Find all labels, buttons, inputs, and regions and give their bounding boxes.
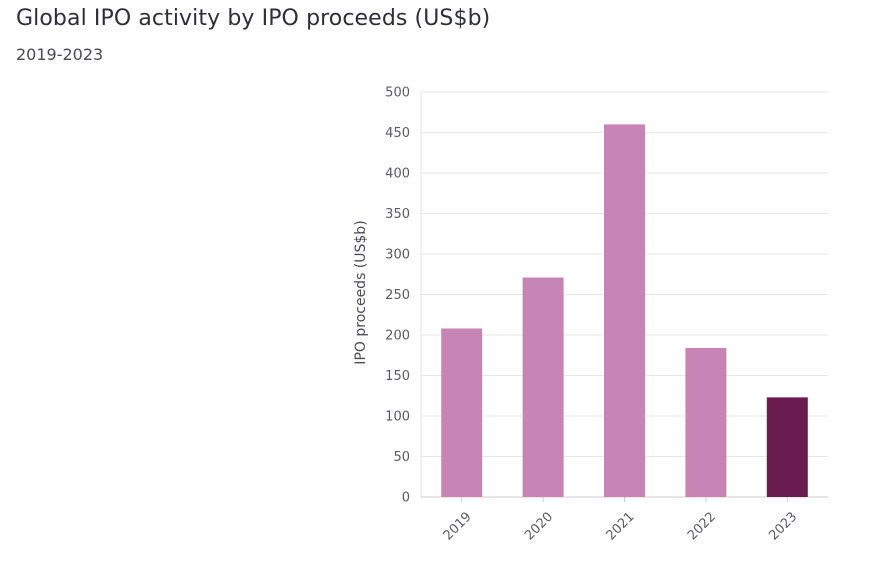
y-tick-label: 200 xyxy=(385,329,410,344)
y-axis-label: IPO proceeds (US$b) xyxy=(353,220,369,364)
bar-2021 xyxy=(604,124,645,498)
y-tick-label: 400 xyxy=(385,167,410,182)
y-axis-ticks: 0 50 100 150 200 250 300 350 400 450 500 xyxy=(385,86,410,506)
y-tick-label: 350 xyxy=(385,207,410,222)
x-tick-label: 2020 xyxy=(522,509,556,543)
y-tick-label: 150 xyxy=(385,369,410,384)
chart-title: Global IPO activity by IPO proceeds (US$… xyxy=(16,6,491,31)
y-tick-label: 300 xyxy=(385,248,410,263)
bar-2023 xyxy=(766,397,808,497)
x-tick-label: 2022 xyxy=(685,509,719,543)
x-tick-label: 2021 xyxy=(604,509,638,543)
x-tick-label: 2019 xyxy=(441,509,475,543)
bar-2019 xyxy=(441,328,483,497)
y-tick-label: 250 xyxy=(385,288,410,303)
x-axis-ticks: 2019 2020 2021 2022 2023 xyxy=(441,497,800,543)
bar-2020 xyxy=(522,277,564,497)
y-tick-label: 50 xyxy=(393,450,410,465)
x-tick-label: 2023 xyxy=(766,509,800,543)
chart-subtitle: 2019-2023 xyxy=(16,45,104,64)
y-tick-label: 500 xyxy=(385,86,410,101)
bar-2022 xyxy=(685,347,727,497)
bars xyxy=(441,124,808,498)
y-tick-label: 450 xyxy=(385,126,410,141)
y-tick-label: 100 xyxy=(385,410,410,425)
y-tick-label: 0 xyxy=(402,491,410,506)
